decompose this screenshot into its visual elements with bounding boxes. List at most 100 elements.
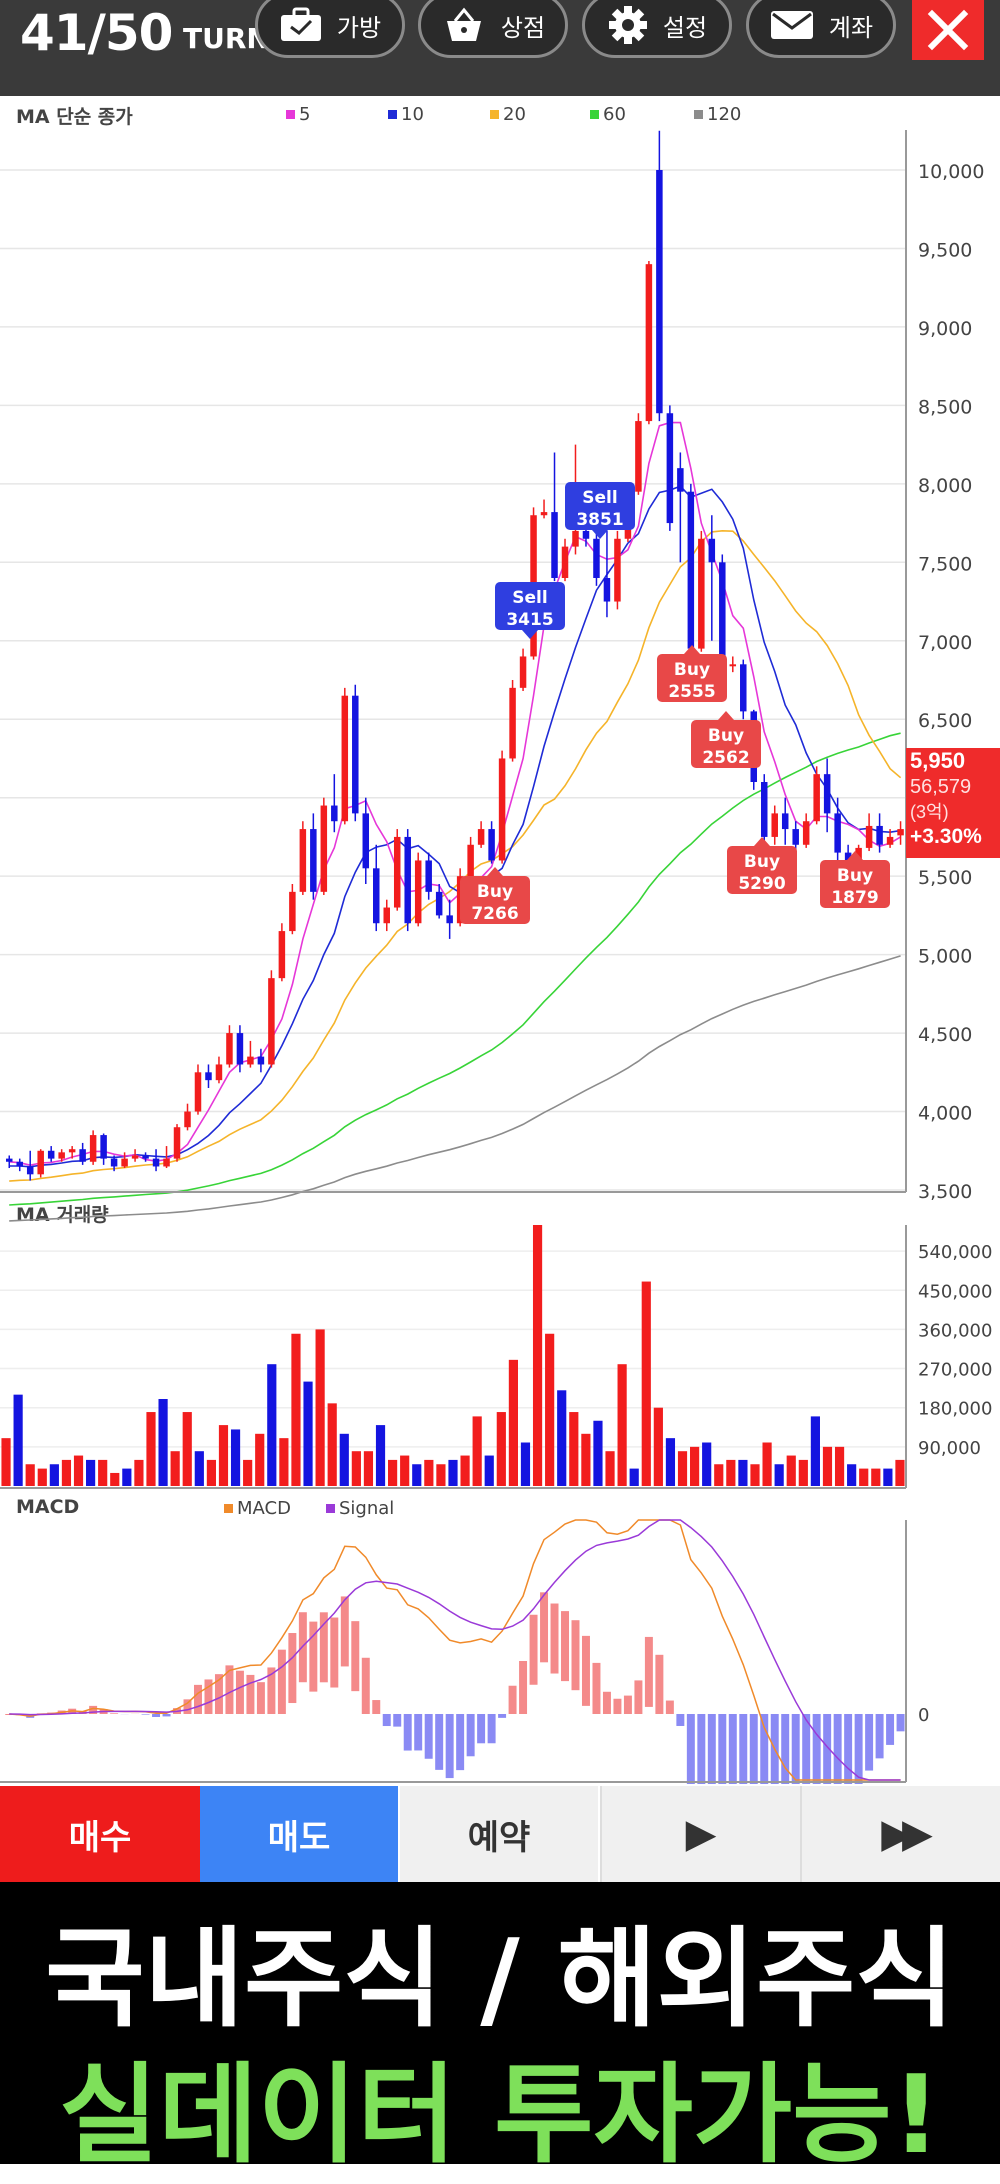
macd-histogram-bar (897, 1714, 905, 1731)
price-tick-label: 8,000 (918, 475, 972, 497)
candle-body (709, 539, 716, 563)
price-tick-label: 8,500 (918, 396, 972, 418)
buy-signal-pointer (718, 711, 734, 720)
volume-bar (352, 1451, 361, 1486)
candle-body (237, 1033, 244, 1064)
macd-histogram-bar (435, 1714, 443, 1770)
macd-histogram-bar (341, 1596, 349, 1666)
macd-histogram-bar (750, 1714, 758, 1784)
macd-histogram-bar (760, 1714, 768, 1784)
stock-chart[interactable]: Sell3415Sell3851Buy2555Buy2562Buy7266Buy… (0, 96, 1000, 1786)
candle-body (562, 547, 569, 578)
volume-bar (569, 1412, 578, 1486)
signal-type-label: Buy (674, 660, 710, 680)
volume-tick-label: 90,000 (918, 1438, 981, 1459)
price-tick-label: 6,500 (918, 710, 972, 732)
tab-buy[interactable]: 매수 (0, 1786, 200, 1882)
macd-histogram-bar (739, 1714, 747, 1784)
tab-sell[interactable]: 매도 (200, 1786, 398, 1882)
candle-body (195, 1072, 202, 1111)
candle-body (174, 1127, 181, 1158)
gear-icon (607, 4, 649, 46)
candle-body (824, 774, 831, 813)
candle-body (300, 829, 307, 892)
volume-bar (364, 1451, 373, 1486)
candle-body (425, 860, 432, 891)
candle-body (730, 664, 737, 666)
candle-body (614, 539, 621, 602)
candle-body (887, 837, 894, 845)
volume-bar (74, 1456, 83, 1486)
macd-histogram-bar (582, 1636, 590, 1706)
candle-body (688, 492, 695, 649)
macd-histogram-bar (865, 1714, 873, 1771)
volume-bar (473, 1416, 482, 1486)
candle-body (6, 1159, 13, 1162)
candle-body (383, 908, 390, 924)
signal-type-label: Buy (837, 866, 873, 886)
tab-fast-forward[interactable]: ▶▶ (800, 1786, 1000, 1882)
volume-bar (823, 1447, 832, 1486)
volume-bar (195, 1451, 204, 1486)
volume-bar (1, 1438, 10, 1486)
account-button[interactable]: 계좌 (746, 0, 896, 58)
shop-label: 상점 (501, 8, 545, 43)
settings-button[interactable]: 설정 (582, 0, 732, 58)
volume-bar (279, 1438, 288, 1486)
volume-bar (497, 1412, 506, 1486)
macd-histogram-bar (477, 1714, 485, 1743)
candle-body (268, 978, 275, 1064)
shop-button[interactable]: 상점 (418, 0, 568, 58)
macd-histogram-bar (288, 1633, 296, 1703)
close-button[interactable] (912, 0, 984, 60)
candle-body (583, 531, 590, 539)
current-amount: (3억) (906, 800, 1000, 824)
banner-line2: 실데이터 투자가능! (0, 2028, 1000, 2184)
current-price-box: 5,950 56,579 (3억) +3.30% (906, 748, 1000, 858)
macd-histogram-bar (781, 1714, 789, 1784)
signal-value-label: 3851 (576, 510, 623, 530)
candle-body (551, 512, 558, 578)
candle-body (866, 826, 873, 848)
price-tick-label: 3,500 (918, 1181, 972, 1203)
candle-body (478, 829, 485, 845)
macd-histogram-bar (666, 1701, 674, 1714)
candle-body (520, 656, 527, 687)
signal-type-label: Buy (477, 882, 513, 902)
macd-histogram-bar (163, 1714, 171, 1716)
banner-line1: 국내주식 / 해외주식 (0, 1892, 1000, 2048)
candle-body (352, 696, 359, 814)
bag-button[interactable]: 가방 (255, 0, 405, 58)
candle-body (258, 1057, 265, 1065)
tab-reserve[interactable]: 예약 (400, 1786, 598, 1882)
candle-body (289, 892, 296, 931)
macd-histogram-bar (236, 1671, 244, 1714)
candle-body (342, 696, 349, 822)
candle-body (646, 264, 653, 421)
candle-body (37, 1151, 44, 1175)
volume-bar (871, 1469, 880, 1486)
tab-next[interactable]: ▶ (600, 1786, 800, 1882)
macd-histogram-bar (603, 1692, 611, 1714)
candle-body (226, 1033, 233, 1064)
macd-histogram-bar (456, 1714, 464, 1770)
macd-histogram-bar (509, 1686, 517, 1714)
volume-bar (50, 1464, 59, 1486)
candle-body (142, 1155, 149, 1158)
volume-bar (122, 1469, 131, 1486)
price-tick-label: 5,500 (918, 867, 972, 889)
volume-bar (557, 1390, 566, 1486)
macd-histogram-bar (393, 1714, 401, 1727)
volume-tick-label: 270,000 (918, 1360, 992, 1381)
macd-histogram-bar (257, 1682, 265, 1714)
candle-body (509, 688, 516, 759)
candle-body (719, 562, 726, 664)
candle-body (677, 468, 684, 492)
macd-histogram-bar (194, 1685, 202, 1714)
volume-bar (690, 1447, 699, 1486)
candle-body (635, 421, 642, 492)
volume-bar (243, 1460, 252, 1486)
volume-bar (171, 1451, 180, 1486)
volume-bar (750, 1464, 759, 1486)
volume-bar (38, 1469, 47, 1486)
